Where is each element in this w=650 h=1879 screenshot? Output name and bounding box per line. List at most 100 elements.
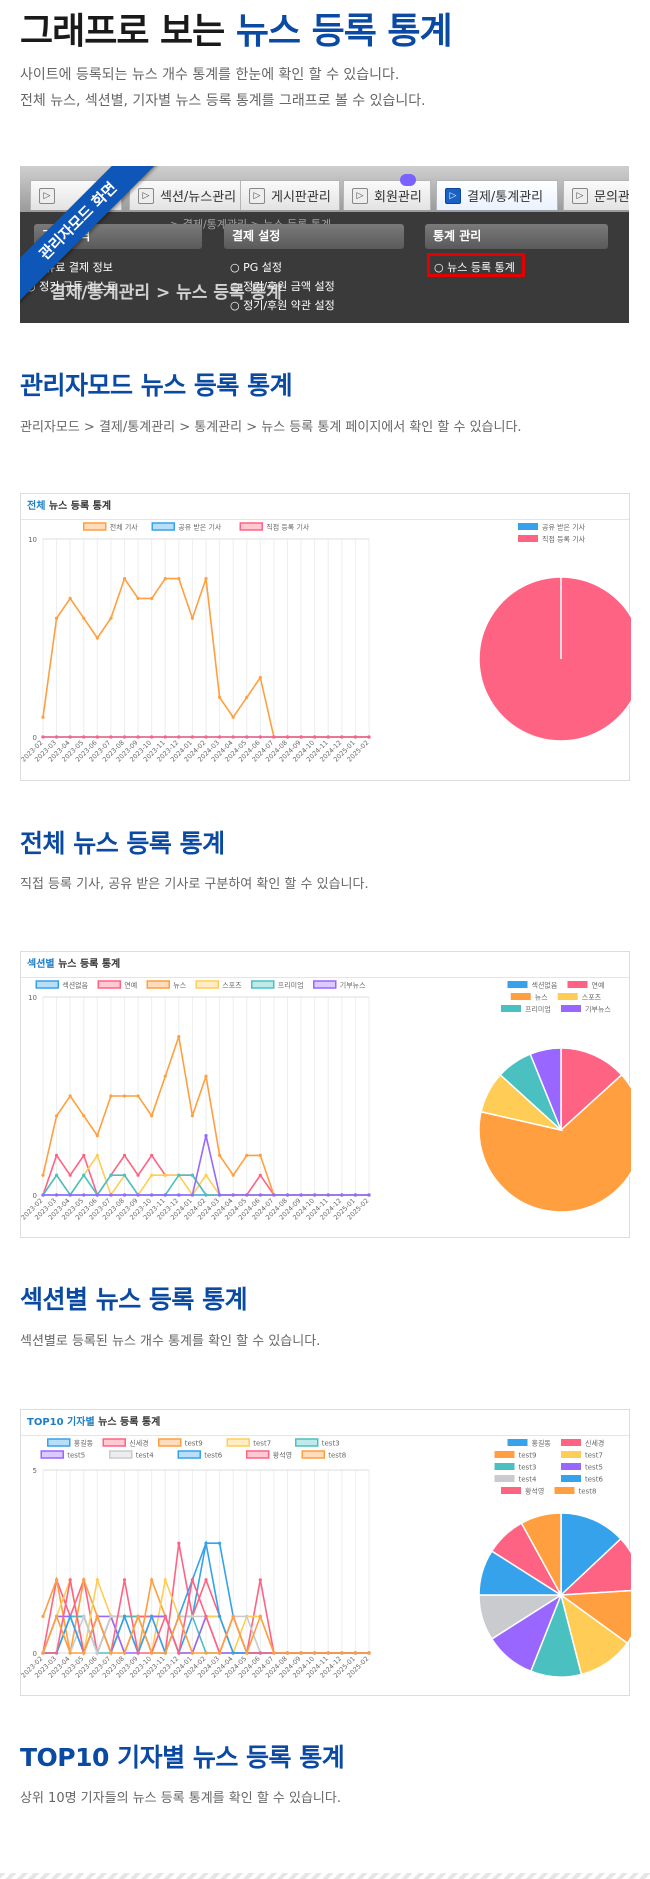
section-title-admin-stats: 관리자모드 뉴스 등록 통계 [20,371,293,400]
legend-swatch [295,1438,319,1447]
data-point [82,1153,86,1157]
data-point [109,735,113,739]
data-point [217,1614,222,1618]
hero-desc-line2: 전체 뉴스, 섹션별, 기자별 뉴스 등록 통계를 그래프로 볼 수 있습니다. [20,93,426,109]
data-point [95,636,99,640]
legend-swatch [83,522,107,531]
data-point [150,1153,154,1157]
legend-label: 홍길동 [74,1439,94,1448]
menu-item-pg-settings[interactable]: ○ PG 설정 [230,261,283,274]
legend-swatch [47,1438,71,1447]
data-point [163,1173,167,1177]
chart-card-header: TOP10 기자별 뉴스 등록 통계 [21,1410,629,1436]
pie-legend-swatch [518,535,538,542]
legend-swatch [313,980,337,989]
data-point [231,1614,235,1618]
legend-label: test3 [322,1440,340,1448]
data-point [150,1193,154,1197]
data-point [204,1541,208,1545]
admin-tab-payment-stats[interactable]: ▷ 결제/통계관리 [436,180,558,210]
data-point [163,1193,167,1197]
data-point [326,735,330,739]
data-point [68,1578,72,1582]
data-point [68,596,72,600]
data-point [122,1651,127,1655]
data-point [136,1193,140,1197]
data-point [231,1651,235,1655]
data-point [136,1173,140,1177]
data-point [122,1094,127,1098]
data-point [54,1173,59,1177]
data-point [285,1193,290,1197]
data-point [95,1153,99,1157]
data-point [285,735,290,739]
admin-tab-board[interactable]: ▷ 게시판관리 [240,180,340,210]
data-point [54,616,59,620]
pie-legend-label: 프리미엄 [525,1005,551,1014]
legend-label: 기부뉴스 [340,981,366,990]
legend-label: test7 [253,1440,271,1448]
data-point [204,577,208,581]
legend-swatch [195,980,219,989]
y-tick-label: 0 [33,1650,37,1658]
data-point [177,1035,181,1039]
data-point [258,1578,262,1582]
pie-legend-label: test8 [579,1488,597,1496]
pie-legend-label: test5 [585,1464,603,1472]
data-point [163,1578,167,1582]
hero-title-highlight: 뉴스 등록 통계 [235,11,453,52]
data-point [340,1193,344,1197]
legend-swatch [246,1450,270,1459]
data-point [217,1193,222,1197]
admin-tab-section-news[interactable]: ▷ 섹션/뉴스관리 [129,180,251,210]
legend-label: 공유 받은 기사 [178,523,222,532]
pie-legend-label: test6 [585,1476,603,1484]
arrow-icon: ▷ [352,187,368,204]
data-point [204,1578,208,1582]
y-tick-label: 10 [28,536,37,544]
menu-item-donation-terms[interactable]: ○ 정기/후원 약관 설정 [230,299,335,312]
data-point [95,1193,99,1197]
data-point [177,1173,181,1177]
menu-item-donation-amount[interactable]: ○ 정기/후원 금액 설정 [230,280,335,293]
data-point [313,1651,317,1655]
hero-desc-line1: 사이트에 등록되는 뉴스 개수 통계를 한눈에 확인 할 수 있습니다. [20,67,400,83]
menu-item-news-stats[interactable]: ○ 뉴스 등록 통계 [434,261,515,274]
data-point [136,1614,140,1618]
data-point [95,1134,99,1138]
pie-legend-label: 공유 받은 기사 [542,523,586,532]
pie-slice [478,1073,631,1213]
pie-slice [478,576,631,742]
pie-legend-label: 직접 등록 기사 [542,535,586,544]
legend-label: 스포츠 [222,982,242,990]
legend-label: 연예 [124,981,137,990]
pie-legend-swatch [501,1487,521,1494]
data-point [190,1114,195,1118]
legend-label: 전체 기사 [110,523,139,532]
data-point [136,735,140,739]
data-point [82,735,86,739]
pie-legend-label: 섹션없음 [532,981,558,990]
pie-slice [529,1047,562,1131]
pie-legend-swatch [494,1475,515,1482]
data-point [245,1193,249,1197]
data-point [150,596,154,600]
data-point [54,1114,59,1118]
legend-swatch [35,980,59,989]
data-point [190,1614,195,1618]
data-point [299,735,303,739]
chart-section-svg: 0102023-022023-032023-042023-052023-0620… [21,980,631,1222]
pie-legend-swatch [561,1451,581,1458]
data-point [177,1541,181,1545]
admin-tab-inquiry[interactable]: ▷문의관리 [563,180,629,210]
chart-card-total: 전체 뉴스 등록 통계 0 10 2023-02 2023-03 2023-04 2023… [20,493,631,781]
data-point [313,1193,317,1197]
data-point [41,735,45,739]
menu-group-payment-settings: 결제 설정 [224,224,404,249]
pie-legend-swatch [561,1439,581,1446]
admin-tab-member[interactable]: ▷ 회원관리 [343,180,431,210]
hero-title: 그래프로 보는 뉴스 등록 통계 [20,2,453,54]
chart-reporter-svg: 052023-022023-032023-042023-052023-06202… [21,1438,631,1680]
legend-swatch [151,522,175,531]
legend-swatch [146,980,170,989]
